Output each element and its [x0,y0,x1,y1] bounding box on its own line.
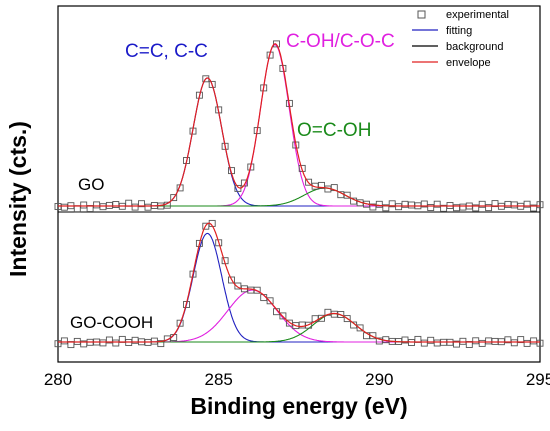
panel-label-go-cooh: GO-COOH [70,313,153,332]
panel-label-go: GO [78,175,104,194]
legend-label-fitting: fitting [446,25,472,37]
annotation-cooh: O=C-OH [297,120,371,141]
experimental-point [375,200,383,208]
experimental-point [401,200,409,208]
experimental-point [234,282,242,290]
legend-label-experimental: experimental [446,9,509,21]
experimental-point [433,200,441,208]
experimental-point [536,339,544,347]
experimental-point [60,203,68,211]
experimental-point [375,337,383,345]
experimental-point [318,314,325,322]
experimental-point [60,337,68,345]
experimental-point [472,337,480,345]
experimental-point [112,201,120,208]
experimental-point [157,340,165,348]
experimental-point [93,201,101,209]
experimental-point [228,276,235,284]
experimental-point [427,204,435,211]
experimental-point [523,339,531,347]
experimental-point [125,199,133,207]
experimental-point [485,204,493,212]
experimental-point [138,200,145,208]
envelope-line [58,222,540,343]
experimental-point [401,336,409,344]
experimental-point [510,201,518,209]
experimental-point [408,201,415,209]
experimental-point [112,339,120,347]
experimental-point [266,297,274,305]
experimental-point [176,319,184,327]
experimental-point [510,339,518,347]
legend: experimental fitting background envelope [412,9,509,69]
envelope-line [58,43,540,207]
legend-label-background: background [446,41,504,53]
experimental-point [427,336,435,344]
experimental-point [99,203,107,211]
experimental-point [170,194,178,202]
experimental-point [485,337,493,345]
experimental-point [523,200,531,208]
plot-frame [57,5,541,363]
x-tick-label: 295 [526,370,550,389]
experimental-point [433,339,441,347]
x-axis-label: Binding energy (eV) [190,393,407,419]
experimental-point [395,203,403,211]
x-ticks: 280 285 290 295 [44,370,550,389]
y-axis-label: Intensity (cts.) [5,121,31,277]
experimental-point [478,339,486,347]
experimental-point [472,204,480,212]
experimental-point [343,315,351,323]
legend-marker-experimental [417,10,426,19]
annotation-coh: C-OH/C-O-C [286,31,395,52]
experimental-point [144,203,152,211]
legend-label-envelope: envelope [446,57,491,69]
experimental-point [356,324,364,332]
experimental-point [536,201,544,209]
experimental-point [420,200,428,208]
x-tick-label: 280 [44,370,72,389]
experimental-point [99,339,107,347]
curves [54,40,544,349]
x-tick-label: 285 [205,370,233,389]
experimental-point [80,201,88,209]
experimental-point [150,337,158,345]
experimental-point [318,181,325,189]
experimental-point [208,80,216,88]
experimental-point [459,203,467,211]
experimental-point [530,337,538,345]
experimental-point [215,239,223,247]
experimental-point [240,179,248,187]
experimental-point [279,312,287,320]
x-tick-label: 290 [365,370,393,389]
fit-peak-line [72,77,343,207]
experimental-point [382,204,390,212]
experimental-point [305,178,313,186]
experimental-point [420,339,428,347]
annotation-cc: C=C, C-C [125,41,208,62]
experimental-point [330,184,338,192]
experimental-point [459,337,467,345]
experimental-point [131,203,139,211]
